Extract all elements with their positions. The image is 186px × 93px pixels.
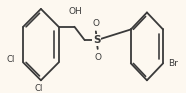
Text: Br: Br [168,59,178,68]
Text: OH: OH [68,7,82,16]
Text: Cl: Cl [7,55,15,64]
Text: O: O [92,19,99,28]
Text: Cl: Cl [35,84,43,93]
Text: S: S [93,35,100,45]
Text: O: O [94,53,101,62]
